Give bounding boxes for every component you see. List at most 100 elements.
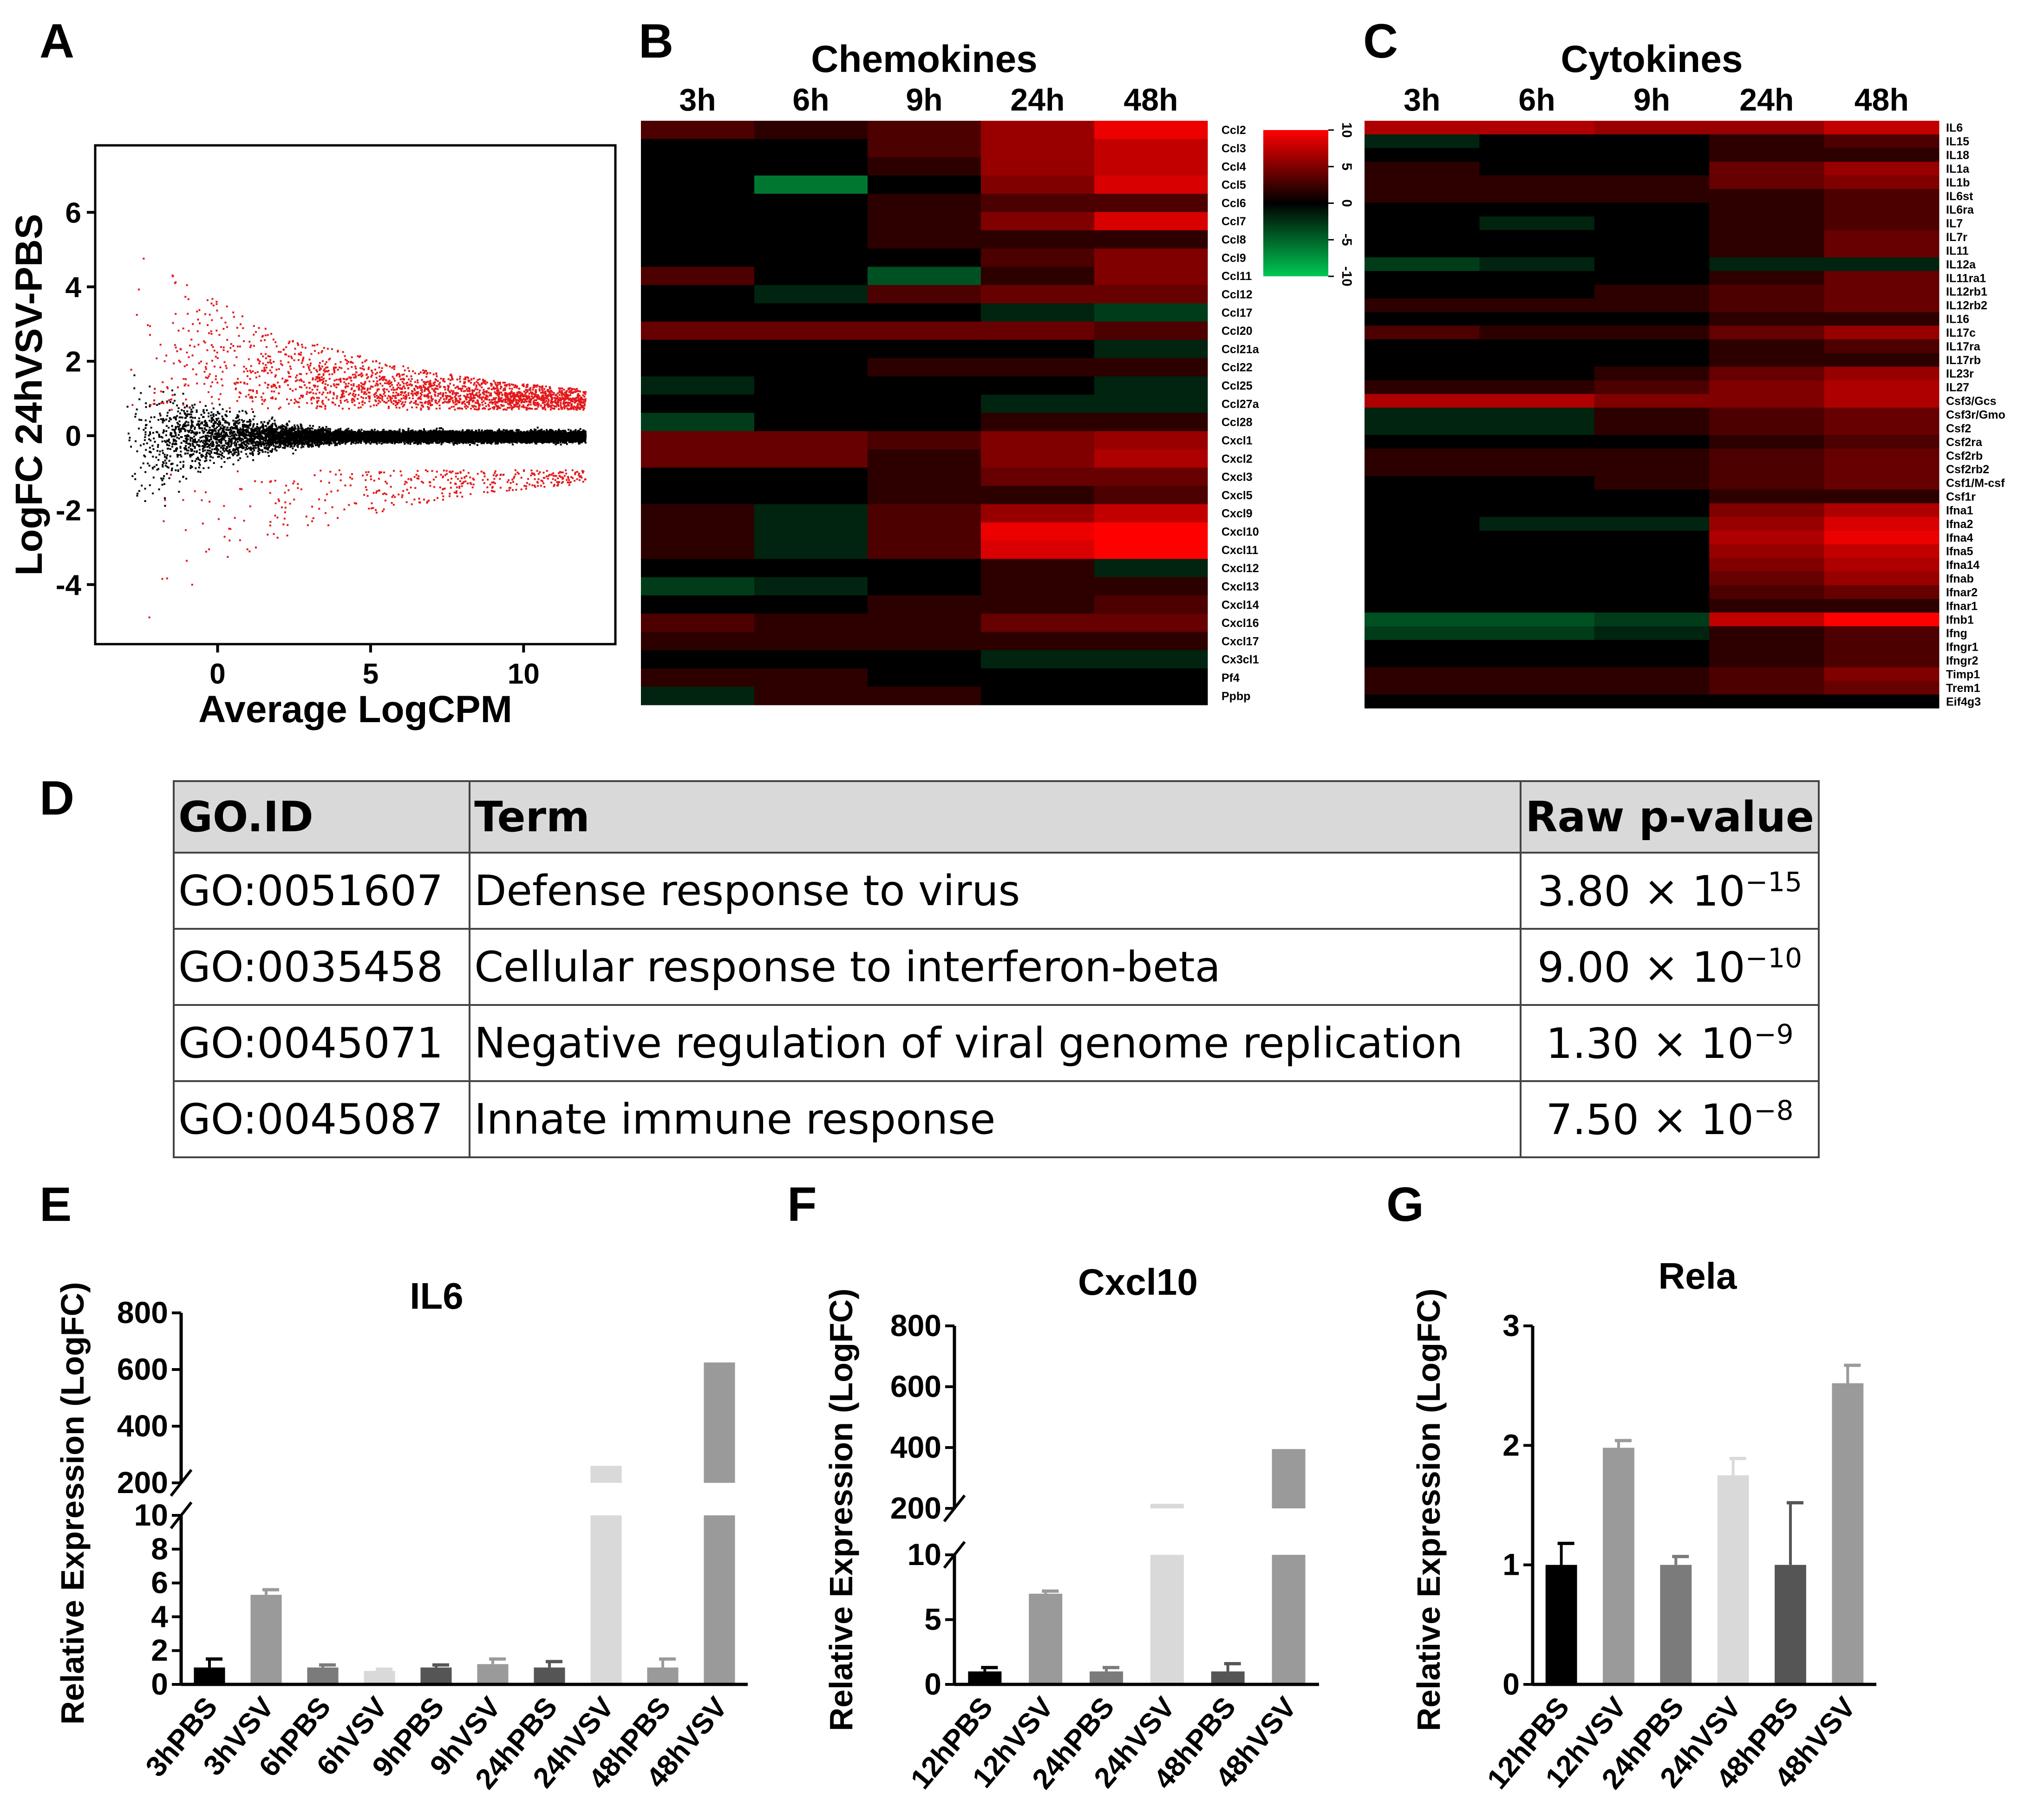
heat-cell xyxy=(1479,681,1595,695)
heat-cell xyxy=(981,139,1095,158)
heatmap-row-label: Cxcl10 xyxy=(1221,526,1259,539)
heat-cell xyxy=(1479,216,1595,230)
heatmap-row-label: Cxcl12 xyxy=(1221,562,1259,575)
heatmap-row-label: Cxcl1 xyxy=(1221,434,1253,447)
heat-cell xyxy=(868,339,981,359)
bar xyxy=(1545,1565,1577,1684)
heat-cell xyxy=(1365,449,1480,463)
pvalue-exponent: −9 xyxy=(1754,1018,1794,1050)
heat-cell xyxy=(1594,544,1710,558)
bar-chart-E: 3hPBS3hVSV6hPBS6hVSV9hPBS9hVSV24hPBS24hV… xyxy=(54,1275,748,1795)
ns-point-series xyxy=(126,369,587,507)
heat-cell xyxy=(1479,394,1595,408)
heat-cell xyxy=(1594,571,1710,586)
heat-cell xyxy=(1824,421,1940,436)
heat-cell xyxy=(1709,148,1825,162)
heatmap-row-label: Cxcl17 xyxy=(1221,635,1259,648)
heat-cell xyxy=(1594,503,1710,517)
heat-cell xyxy=(1479,694,1595,709)
heatmap-row-label: IL16 xyxy=(1946,313,1969,326)
heat-cell xyxy=(1479,298,1595,313)
heatmap-row-label: Ccl6 xyxy=(1221,197,1246,210)
heat-cell xyxy=(868,267,981,286)
heat-cell xyxy=(754,613,868,633)
heatmap-row-label: Ccl3 xyxy=(1221,142,1246,155)
heat-cell xyxy=(1094,595,1208,614)
heat-cell xyxy=(1594,148,1710,162)
heat-cell xyxy=(1709,558,1825,572)
axis-break-mark xyxy=(943,1494,966,1522)
heat-cell xyxy=(1709,667,1825,681)
heat-cell xyxy=(1594,216,1710,230)
chart-title: Rela xyxy=(1659,1255,1737,1297)
bar xyxy=(1660,1565,1692,1684)
heat-cell xyxy=(641,285,755,304)
heatmap-row-label: IL1b xyxy=(1946,176,1970,189)
pvalue-exponent: −10 xyxy=(1745,942,1802,974)
heatmap-row-label: Cxcl11 xyxy=(1221,544,1258,557)
heat-cell xyxy=(1479,421,1595,436)
heat-cell xyxy=(1594,285,1710,299)
panel-label-g: G xyxy=(1386,1178,1424,1232)
heat-cell xyxy=(641,303,755,322)
heat-cell xyxy=(754,541,868,559)
heat-cell xyxy=(1594,202,1710,217)
heat-cell xyxy=(981,194,1095,213)
heat-cell xyxy=(1479,530,1595,545)
heat-cell xyxy=(1479,257,1595,272)
go-enrichment-table: GO.ID Term Raw p-value GO:0051607 Defens… xyxy=(172,780,1820,1158)
go-header-id: GO.ID xyxy=(172,780,471,854)
axis-break-mark xyxy=(170,1469,193,1497)
heat-cell xyxy=(868,358,981,377)
y-axis-label: Relative Expression (LogFC) xyxy=(823,1289,859,1731)
heatmap-column-label: 48h xyxy=(1855,82,1909,117)
heat-cell xyxy=(1709,230,1825,244)
heatmap-row-label: Ccl20 xyxy=(1221,325,1253,338)
panel-label-f: F xyxy=(787,1178,817,1232)
heat-cell xyxy=(868,522,981,541)
bar-chart-G: 12hPBS12hVSV24hPBS24hVSV48hPBS48hVSV0123… xyxy=(1411,1255,1876,1795)
heat-cell xyxy=(981,376,1095,395)
go-table-header: GO.ID Term Raw p-value xyxy=(172,780,1820,854)
heat-cell xyxy=(1709,175,1825,189)
heatmap-column-label: 6h xyxy=(792,82,829,117)
heat-cell xyxy=(754,431,868,450)
heat-cell xyxy=(1594,585,1710,600)
go-id-cell: GO:0035458 xyxy=(172,928,471,1006)
y-tick-label: 800 xyxy=(890,1308,941,1343)
heat-cell xyxy=(1824,216,1940,230)
heat-cell xyxy=(868,121,981,139)
bar xyxy=(1603,1448,1634,1684)
heat-cell xyxy=(754,194,868,213)
heat-cell xyxy=(1709,189,1825,203)
heatmap-row-label: Ppbp xyxy=(1221,690,1251,703)
go-header-pvalue: Raw p-value xyxy=(1520,780,1820,854)
heat-cell xyxy=(1594,394,1710,408)
heat-cell xyxy=(754,121,868,139)
heat-cell xyxy=(1365,503,1480,517)
x-axis-label: Average LogCPM xyxy=(198,688,512,731)
heatmap-row-label: Timp1 xyxy=(1946,668,1980,681)
heat-cell xyxy=(981,175,1095,194)
y-tick-label: 10 xyxy=(134,1498,168,1532)
heat-cell xyxy=(1365,394,1480,408)
bar xyxy=(194,1667,225,1684)
heat-cell xyxy=(754,668,868,687)
bar xyxy=(1717,1475,1749,1684)
heat-cell xyxy=(868,632,981,651)
heat-cell xyxy=(1824,599,1940,613)
heat-cell xyxy=(1594,517,1710,531)
heat-cell xyxy=(1479,271,1595,285)
go-pvalue-cell: 9.00 × 10−10 xyxy=(1520,928,1820,1006)
heat-cell xyxy=(1594,613,1710,626)
table-row: GO:0045071 Negative regulation of viral … xyxy=(172,1004,1820,1082)
heat-cell xyxy=(1479,489,1595,504)
heat-cell xyxy=(1094,467,1208,486)
heat-cell xyxy=(1594,530,1710,545)
heatmap-column-label: 6h xyxy=(1518,82,1555,117)
heatmap-row-label: Cxcl14 xyxy=(1221,599,1259,612)
heat-cell xyxy=(1709,271,1825,285)
heatmap-column-label: 3h xyxy=(1404,82,1440,117)
go-term-cell: Cellular response to interferon-beta xyxy=(469,928,1522,1006)
heat-cell xyxy=(1479,476,1595,490)
